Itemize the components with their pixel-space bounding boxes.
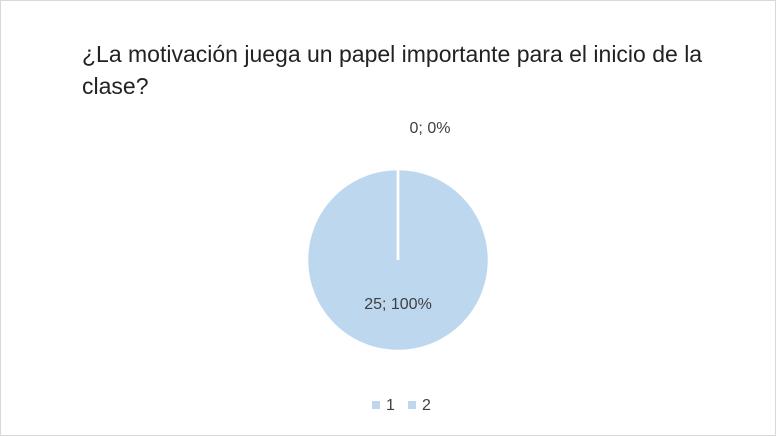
legend-marker [408,401,416,409]
chart-title: ¿La motivación juega un papel importante… [82,41,703,99]
legend-label: 2 [422,397,431,414]
data-label: 25; 100% [364,296,432,313]
legend-label: 1 [386,397,395,414]
legend-marker [372,401,380,409]
data-label: 0; 0% [410,120,451,137]
